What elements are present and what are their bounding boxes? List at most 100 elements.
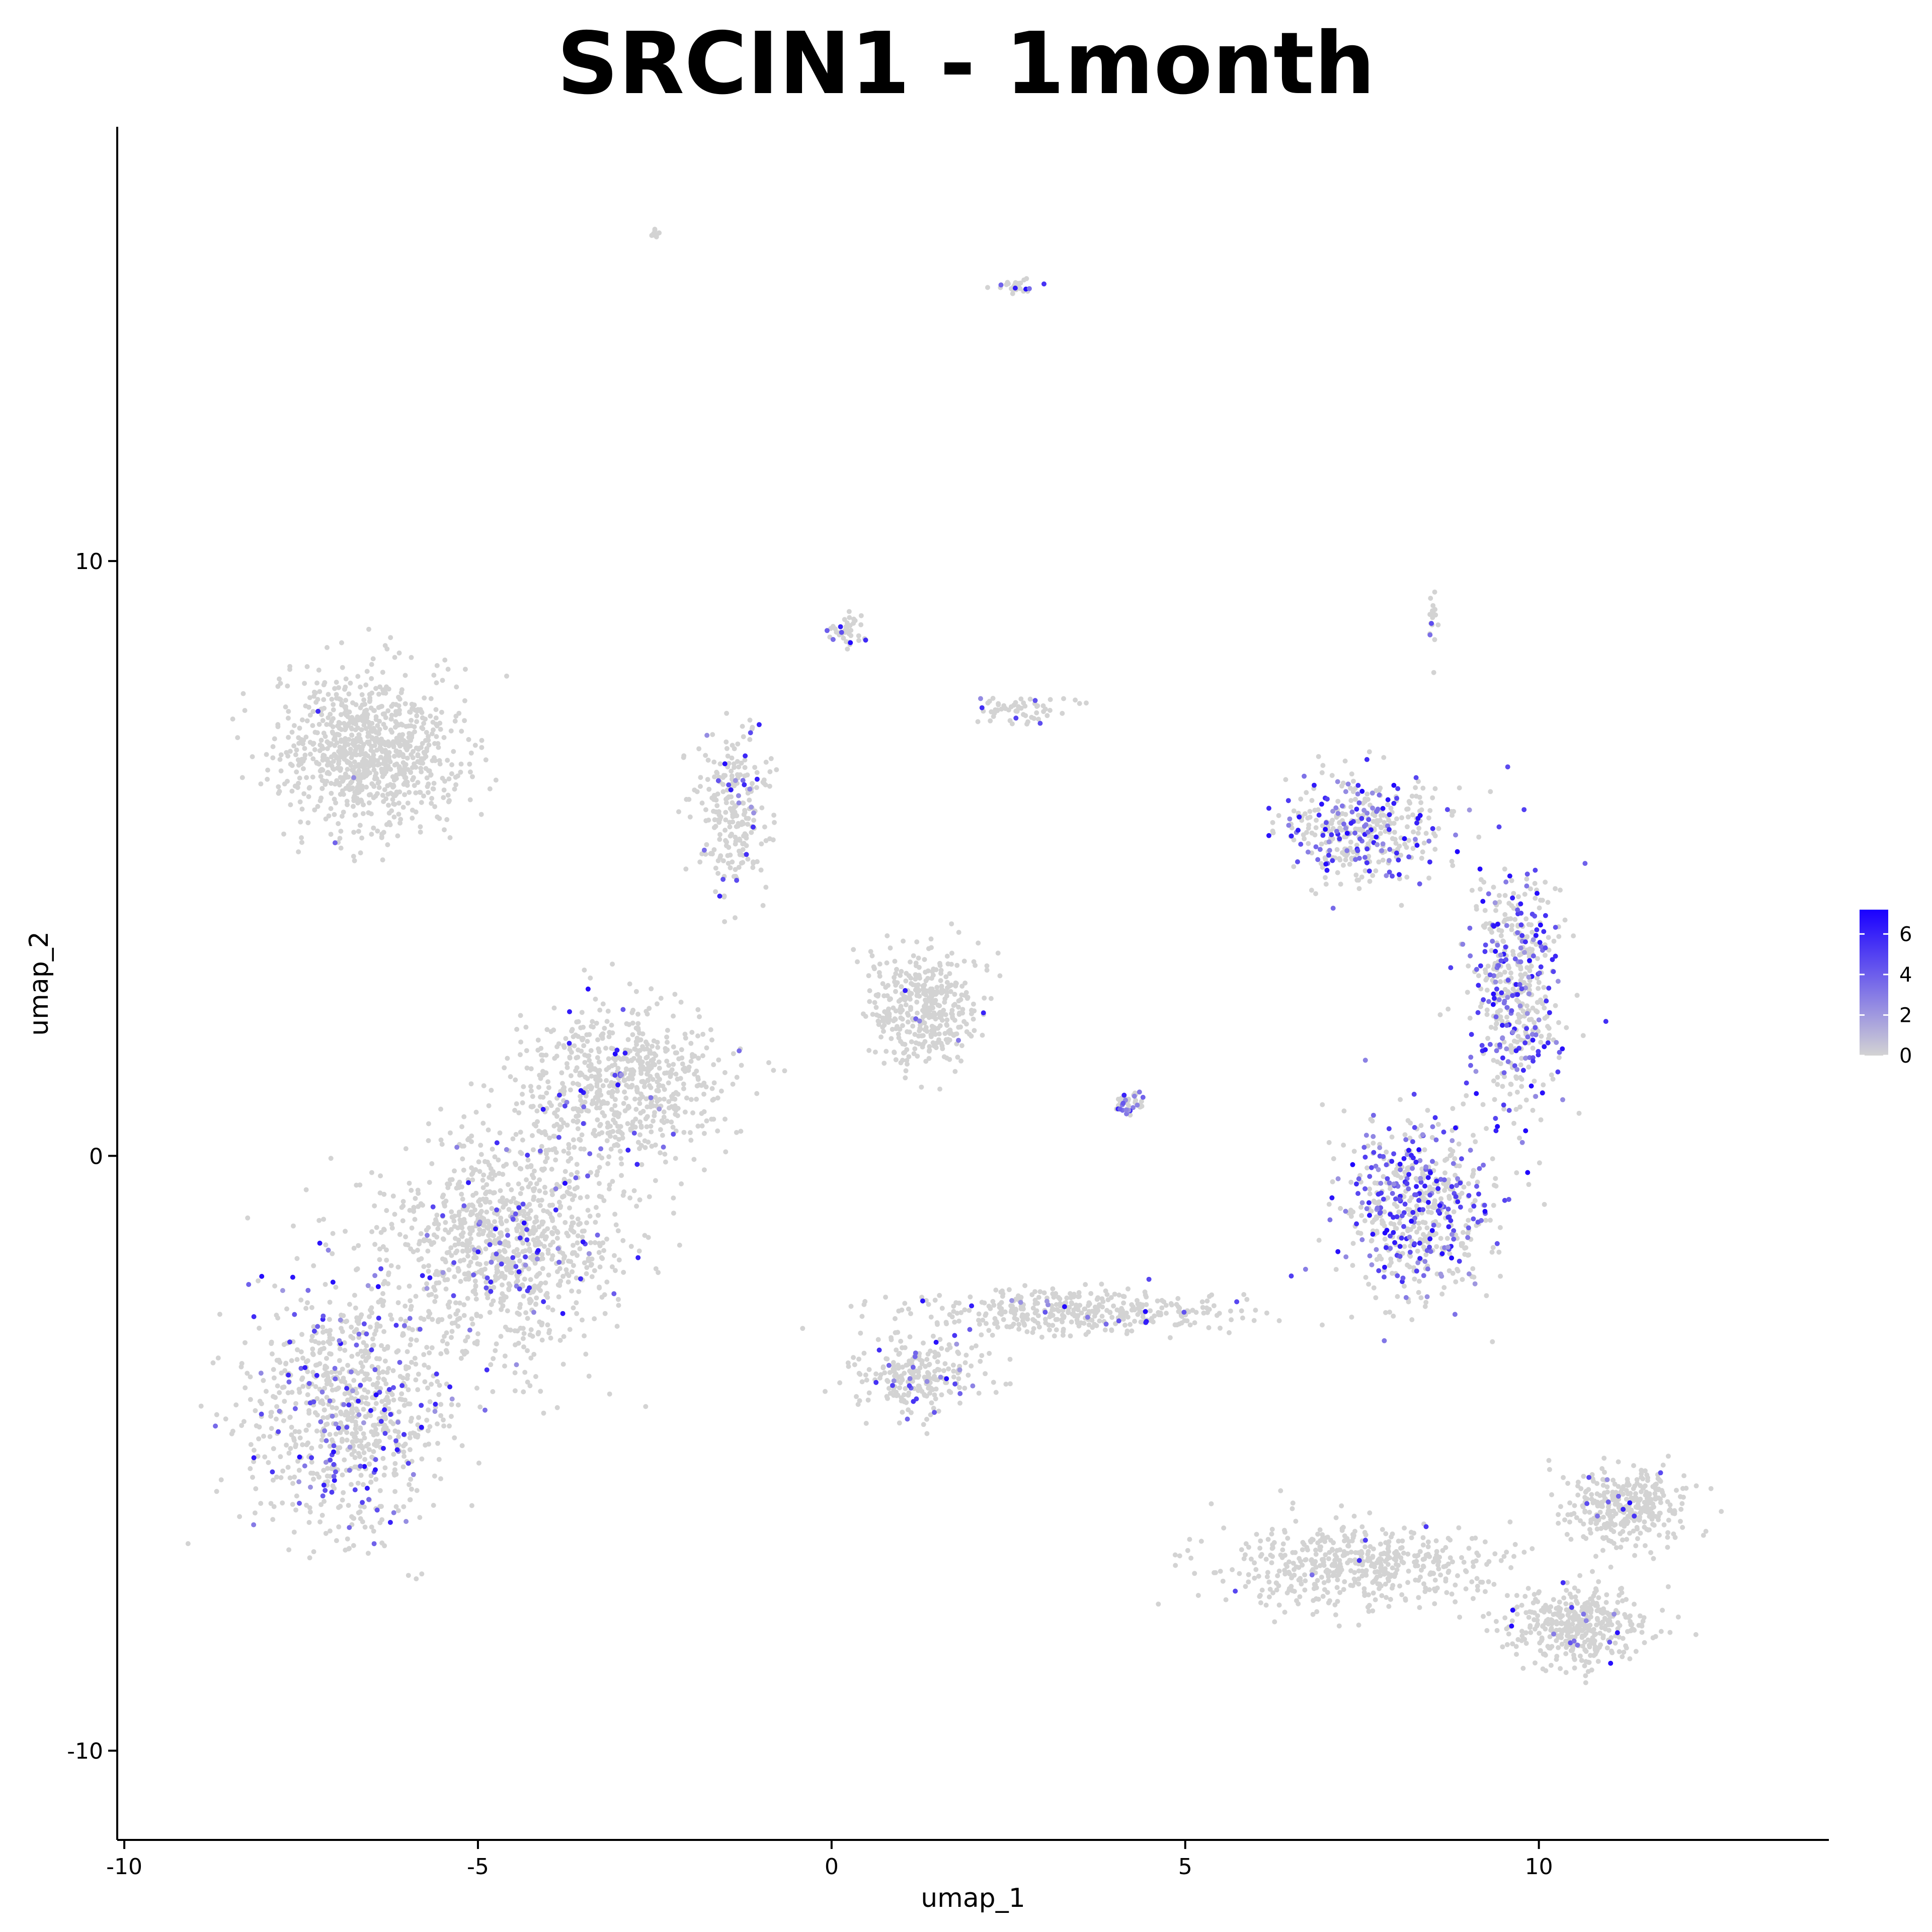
cell-point bbox=[524, 1204, 529, 1210]
cell-point bbox=[1437, 1012, 1443, 1017]
cell-point bbox=[357, 736, 363, 742]
cell-point bbox=[1413, 785, 1418, 790]
cell-point bbox=[434, 734, 439, 739]
cell-point bbox=[493, 777, 499, 783]
cell-point bbox=[400, 804, 406, 810]
cell-point bbox=[959, 992, 964, 998]
cell-point bbox=[1443, 1184, 1449, 1189]
cell-point bbox=[345, 1536, 350, 1542]
cell-point bbox=[600, 1256, 605, 1261]
cell-point bbox=[382, 1403, 388, 1408]
cell-point bbox=[452, 1168, 457, 1174]
cell-point bbox=[728, 865, 733, 870]
cell-point bbox=[1451, 1209, 1457, 1215]
cell-point bbox=[305, 820, 311, 826]
cell-point bbox=[579, 1035, 585, 1041]
cell-point bbox=[939, 987, 944, 992]
cell-point bbox=[1447, 1153, 1453, 1158]
cell-point bbox=[551, 1005, 557, 1011]
cell-point bbox=[347, 1546, 352, 1551]
cell-point bbox=[323, 1363, 328, 1369]
cell-point bbox=[1372, 1180, 1378, 1186]
cell-point bbox=[1523, 916, 1529, 922]
cell-point bbox=[459, 1443, 465, 1448]
cell-point bbox=[460, 1196, 465, 1202]
cell-point bbox=[423, 1442, 428, 1448]
cell-point bbox=[320, 1415, 326, 1420]
cell-point bbox=[332, 812, 337, 817]
cell-point bbox=[581, 1024, 586, 1030]
cell-point bbox=[518, 1039, 524, 1045]
cell-point bbox=[487, 1310, 493, 1315]
cell-point bbox=[597, 1181, 602, 1186]
cell-point bbox=[1495, 1075, 1500, 1080]
cell-point bbox=[1425, 1107, 1430, 1113]
cell-point bbox=[1528, 963, 1534, 969]
cell-point bbox=[385, 1345, 390, 1351]
cell-point bbox=[695, 1077, 701, 1082]
cell-point bbox=[527, 1231, 533, 1237]
cell-point bbox=[352, 858, 357, 863]
cell-point bbox=[380, 670, 385, 675]
cell-point bbox=[1405, 824, 1410, 830]
cell-point bbox=[733, 867, 738, 872]
cell-point bbox=[720, 775, 726, 780]
cell-point bbox=[496, 1236, 502, 1241]
cell-point bbox=[1358, 1231, 1363, 1236]
cell-point bbox=[359, 747, 365, 753]
cell-point bbox=[1408, 1120, 1413, 1126]
cell-point bbox=[299, 717, 305, 722]
cell-point bbox=[1124, 1328, 1130, 1334]
cell-point bbox=[559, 1070, 565, 1076]
cell-point bbox=[304, 664, 310, 669]
cell-point bbox=[627, 981, 632, 987]
cell-point bbox=[493, 1348, 498, 1353]
cell-point bbox=[337, 836, 343, 841]
cell-point bbox=[233, 1402, 239, 1408]
cell-point bbox=[609, 1045, 614, 1051]
cell-point bbox=[980, 1032, 985, 1038]
cell-point bbox=[292, 1474, 297, 1480]
cell-point bbox=[320, 1329, 326, 1335]
cell-point bbox=[570, 1250, 576, 1255]
cell-point bbox=[298, 1349, 304, 1354]
cell-point bbox=[235, 735, 240, 741]
cell-point bbox=[905, 1062, 910, 1067]
cell-point bbox=[580, 1234, 585, 1240]
cell-point bbox=[486, 1127, 491, 1133]
cell-point bbox=[520, 1336, 526, 1341]
cell-point bbox=[350, 1439, 355, 1444]
cell-point bbox=[895, 980, 900, 986]
cell-point bbox=[489, 1206, 495, 1211]
cell-point bbox=[658, 996, 664, 1001]
cell-point bbox=[377, 1323, 383, 1329]
cell-point bbox=[407, 1283, 412, 1289]
cell-point bbox=[694, 1096, 699, 1102]
cell-point bbox=[577, 1246, 583, 1252]
cell-point bbox=[876, 970, 882, 976]
cell-point bbox=[1498, 933, 1504, 938]
cell-point bbox=[716, 1057, 721, 1063]
cell-point bbox=[1371, 1285, 1377, 1291]
cell-point bbox=[653, 1266, 659, 1271]
cell-point bbox=[318, 767, 324, 772]
cell-point bbox=[518, 1191, 523, 1196]
cell-point bbox=[613, 1268, 618, 1273]
cell-point bbox=[575, 1126, 581, 1132]
cell-point bbox=[1351, 1149, 1357, 1154]
cell-point bbox=[345, 760, 350, 765]
cell-point bbox=[892, 1050, 897, 1055]
cell-point bbox=[569, 1214, 575, 1220]
cell-point bbox=[628, 1244, 634, 1249]
cell-point bbox=[925, 1007, 931, 1013]
cell-point bbox=[506, 1286, 512, 1292]
cell-point bbox=[606, 1090, 612, 1095]
cell-point bbox=[878, 1034, 884, 1040]
cell-point bbox=[272, 736, 277, 742]
cell-point bbox=[367, 1462, 372, 1467]
cell-point bbox=[484, 1261, 489, 1266]
cell-point bbox=[357, 1443, 362, 1449]
cell-point bbox=[419, 800, 424, 805]
cell-point bbox=[1426, 875, 1432, 881]
cell-point bbox=[711, 792, 717, 798]
